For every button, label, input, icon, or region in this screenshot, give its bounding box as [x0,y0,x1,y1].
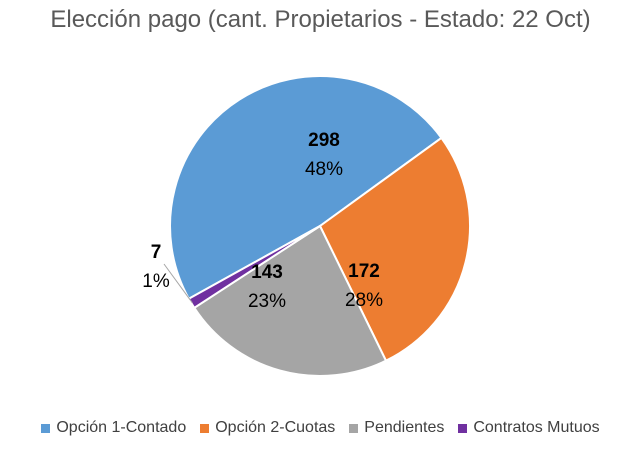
data-label-percent-1: 48% [305,159,343,180]
data-label-percent-4: 1% [142,271,170,292]
legend-item-4: Contratos Mutuos [458,419,600,437]
data-label-value-4: 7 [151,242,162,263]
legend-label: Contratos Mutuos [473,419,600,436]
legend-swatch [458,423,468,433]
legend-item-2: Opción 2-Cuotas [200,419,335,437]
pie-slice-3 [192,224,388,377]
legend-swatch [349,423,359,433]
data-label-value-3: 143 [251,262,283,283]
data-label-value-2: 172 [348,261,380,282]
legend-label: Opción 1-Contado [56,419,187,436]
pie-slice-1 [169,75,443,301]
legend-item-3: Pendientes [349,419,444,437]
legend-swatch [41,423,51,433]
legend-label: Opción 2-Cuotas [215,419,336,436]
data-label-value-1: 298 [308,130,340,151]
legend: Opción 1-Contado Opción 2-Cuotas Pendiente… [0,419,641,437]
leader-line [163,263,193,304]
pie-chart: 298 48% 172 28% 143 23% 7 1% [142,75,471,377]
legend-swatch [200,423,210,433]
data-label-percent-2: 28% [345,290,383,311]
pie-slice-2 [318,136,471,363]
legend-item-1: Opción 1-Contado [41,419,186,437]
legend-label: Pendientes [364,419,445,436]
chart-title: Elección pago (cant. Propietarios - Esta… [50,6,591,33]
data-label-percent-3: 23% [248,291,286,312]
